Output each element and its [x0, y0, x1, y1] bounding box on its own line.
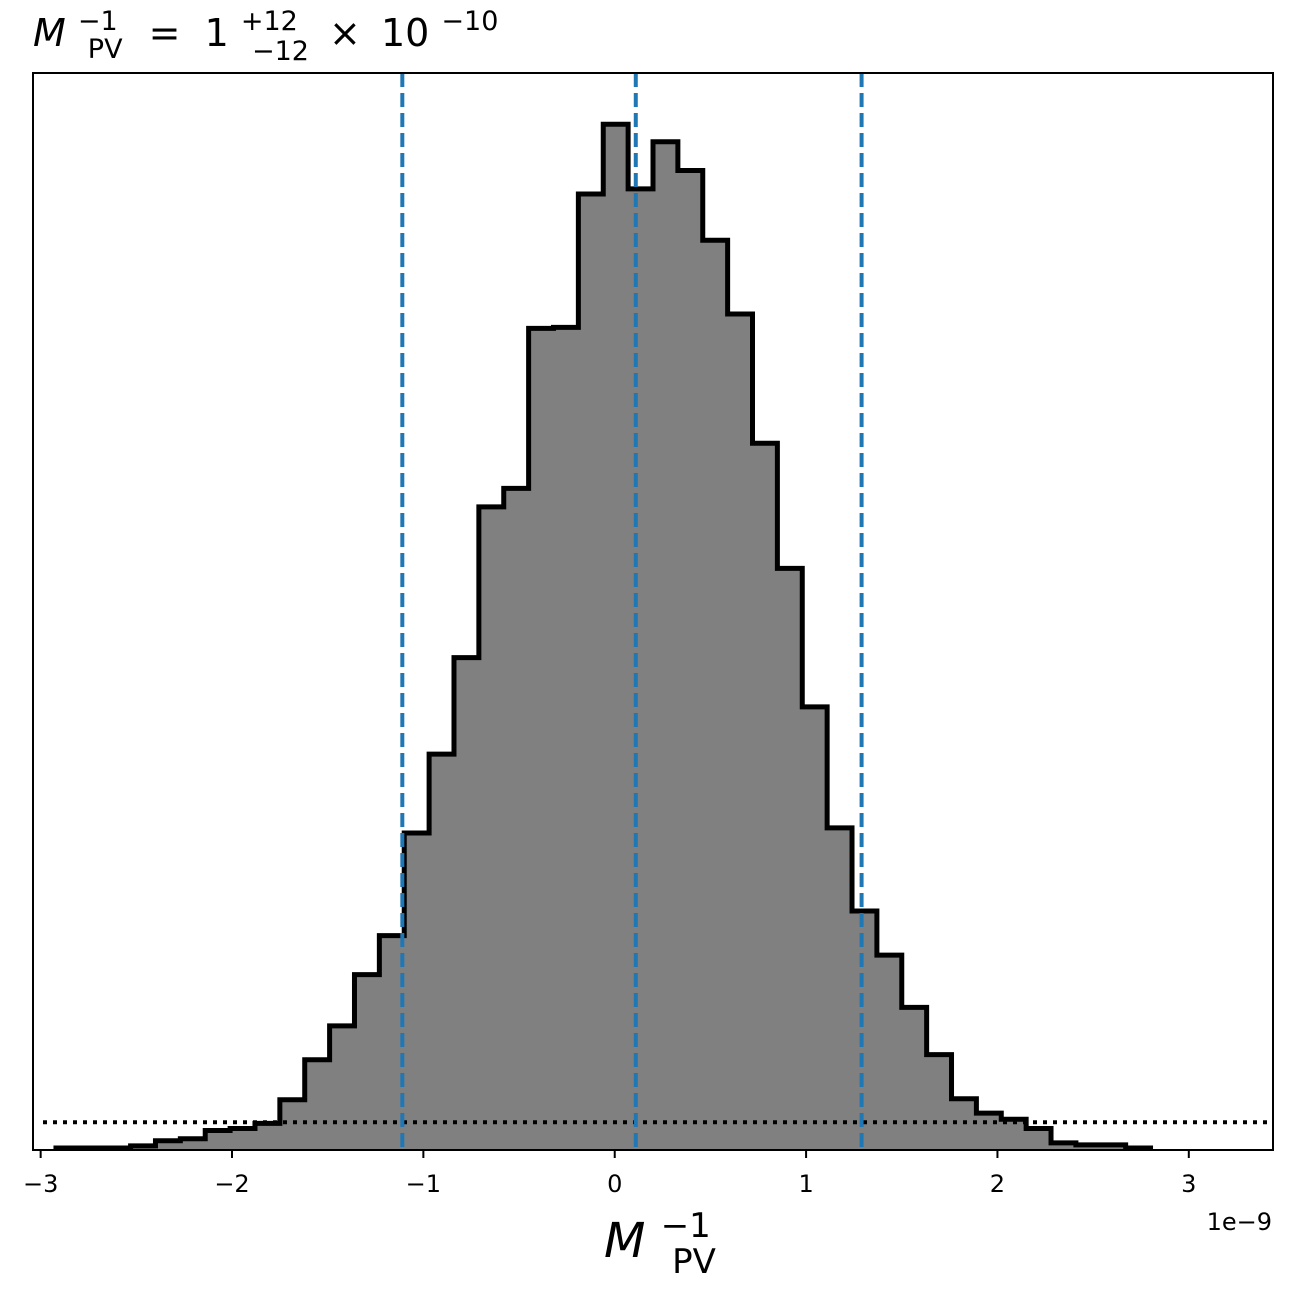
- x-tick-label: 3: [1181, 1170, 1196, 1198]
- axes-frame: [32, 72, 1274, 1151]
- histogram-bar: [926, 1054, 953, 1150]
- histogram-bar: [827, 827, 853, 1150]
- histogram-bar: [329, 1025, 356, 1150]
- x-tick-label: −2: [214, 1170, 249, 1198]
- histogram-bar: [603, 124, 629, 1150]
- histogram-bar: [876, 955, 903, 1150]
- histogram-bar: [1051, 1142, 1077, 1150]
- histogram-bar: [1001, 1119, 1027, 1150]
- title-symbol-sup: −1: [78, 6, 118, 37]
- histogram-bar: [304, 1059, 331, 1150]
- histogram-bar: [429, 754, 455, 1150]
- title-err-down: −12: [252, 36, 309, 67]
- histogram-bar: [205, 1130, 231, 1150]
- title-value: 1: [205, 11, 229, 55]
- xlabel-sup: −1: [661, 1206, 711, 1246]
- histogram-bar: [802, 706, 828, 1150]
- title-equals: =: [149, 11, 181, 55]
- histogram-bar: [279, 1099, 306, 1150]
- histogram-bar: [901, 1007, 928, 1150]
- histogram-bar: [503, 488, 530, 1150]
- histogram-bar: [653, 141, 679, 1151]
- chart-title: M −1 PV = 1 +12 −12 × 10 −10: [33, 0, 498, 69]
- x-axis: −3 −2 −1 0 1 2 3: [23, 1150, 1196, 1198]
- histogram-bar: [528, 328, 555, 1151]
- histogram-bar: [155, 1140, 181, 1150]
- plot-area: [43, 73, 1273, 1151]
- histogram-bar: [578, 194, 604, 1150]
- histogram-bar: [453, 657, 480, 1150]
- title-base: 10: [381, 11, 429, 55]
- histogram-bar: [1075, 1144, 1102, 1150]
- histogram-bar: [1026, 1128, 1052, 1150]
- histogram-bar: [254, 1123, 281, 1150]
- histogram-bar: [702, 240, 729, 1151]
- x-tick-label: −1: [406, 1170, 441, 1198]
- title-err-up: +12: [241, 6, 298, 37]
- x-axis-label: M −1 PV: [604, 1193, 726, 1282]
- title-symbol-sub: PV: [88, 34, 123, 65]
- histogram-bar: [478, 506, 505, 1150]
- histogram-bar: [230, 1128, 256, 1150]
- histogram-bar: [852, 911, 878, 1150]
- histogram-bar: [1100, 1144, 1127, 1150]
- title-symbol: M: [33, 11, 66, 55]
- histogram-bar: [752, 443, 778, 1151]
- histogram-bar: [951, 1098, 977, 1150]
- histogram-bar: [777, 568, 803, 1150]
- xlabel-symbol: M: [604, 1213, 645, 1269]
- histogram-bar: [727, 314, 754, 1150]
- histogram-bar: [677, 170, 704, 1150]
- histogram-outline: [53, 121, 1154, 1151]
- histogram-bar: [553, 327, 579, 1150]
- x-tick-label: 0: [607, 1170, 622, 1198]
- xlabel-sub: PV: [672, 1242, 716, 1282]
- x-tick-label: −3: [23, 1170, 58, 1198]
- x-offset-text: 1e−9: [1207, 1208, 1272, 1236]
- x-tick-label: 1: [798, 1170, 813, 1198]
- title-times: ×: [329, 11, 361, 55]
- histogram-bar: [180, 1138, 206, 1150]
- histogram-bar: [404, 833, 430, 1150]
- histogram-bar: [976, 1113, 1002, 1150]
- histogram-bar: [628, 188, 654, 1151]
- x-tick-label: 2: [990, 1170, 1005, 1198]
- title-exponent: −10: [441, 6, 498, 37]
